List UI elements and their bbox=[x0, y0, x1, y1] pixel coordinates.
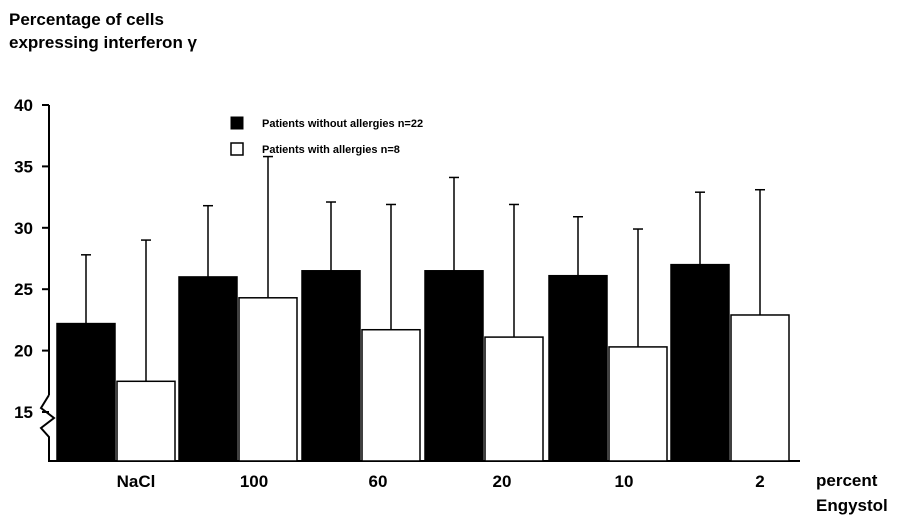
bar bbox=[484, 336, 544, 462]
x-axis-unit-line-1: percent bbox=[816, 471, 878, 490]
bar bbox=[730, 314, 790, 462]
y-tick-label: 40 bbox=[14, 96, 33, 115]
bar bbox=[116, 380, 176, 462]
bar bbox=[178, 276, 238, 462]
bar bbox=[424, 270, 484, 462]
x-tick-label: 100 bbox=[240, 472, 268, 491]
bar bbox=[361, 328, 421, 462]
y-tick-label: 30 bbox=[14, 219, 33, 238]
bar bbox=[548, 274, 608, 462]
x-tick-label: 10 bbox=[615, 472, 634, 491]
bar bbox=[301, 270, 361, 462]
plot-area: 15 20 25 30 35 40 NaCl 100 60 20 10 2 bbox=[14, 96, 800, 491]
legend-label-series-1: Patients without allergies n=22 bbox=[262, 118, 423, 130]
legend-swatch-series-1 bbox=[230, 116, 244, 130]
bar bbox=[608, 346, 668, 462]
x-tick-label: 20 bbox=[493, 472, 512, 491]
x-tick-label: 2 bbox=[755, 472, 764, 491]
bar bbox=[56, 322, 116, 462]
x-axis-unit-line-2: Engystol bbox=[816, 496, 888, 515]
bar bbox=[238, 297, 298, 462]
legend-swatch-series-2 bbox=[230, 142, 244, 156]
y-axis-break bbox=[39, 394, 56, 461]
y-axis-title-line-1: Percentage of cells bbox=[9, 10, 164, 29]
y-tick-label: 20 bbox=[14, 342, 33, 361]
y-tick-label: 35 bbox=[14, 157, 33, 176]
y-tick-label: 15 bbox=[14, 403, 33, 422]
legend: Patients without allergies n=22 Patients… bbox=[230, 116, 423, 156]
y-tick-label: 25 bbox=[14, 280, 33, 299]
x-tick-label: NaCl bbox=[117, 472, 156, 491]
y-axis-title-line-2: expressing interferon γ bbox=[9, 33, 198, 52]
bar bbox=[670, 263, 730, 462]
legend-label-series-2: Patients with allergies n=8 bbox=[262, 144, 400, 156]
x-tick-label: 60 bbox=[369, 472, 388, 491]
